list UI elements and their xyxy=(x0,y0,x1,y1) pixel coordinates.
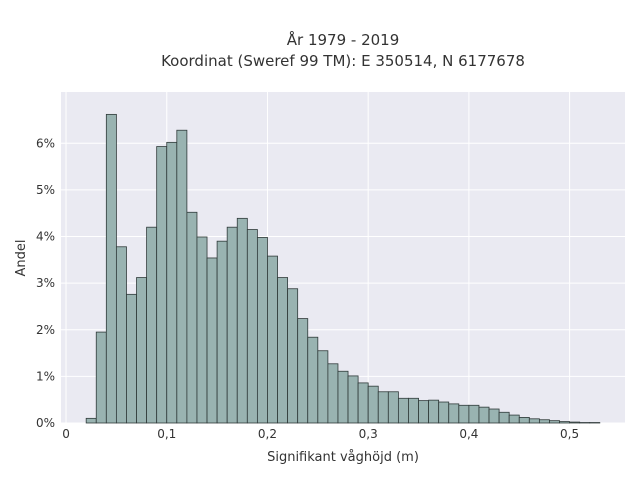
histogram-bar xyxy=(206,257,218,424)
x-tick-label: 0,5 xyxy=(560,427,579,441)
chart-title-line-2: Koordinat (Sweref 99 TM): E 350514, N 61… xyxy=(161,52,525,70)
x-axis-label: Signifikant våghöjd (m) xyxy=(267,450,419,465)
histogram-bar xyxy=(397,397,409,424)
y-tick-label: 1% xyxy=(36,369,55,383)
y-tick-label: 5% xyxy=(36,183,55,197)
x-tick-label: 0,1 xyxy=(157,427,176,441)
histogram-bar xyxy=(166,141,178,424)
histogram-bar xyxy=(448,403,460,424)
x-tick-label: 0,3 xyxy=(359,427,378,441)
histogram-bar xyxy=(186,211,198,424)
histogram-bar xyxy=(518,417,530,424)
histogram-bar xyxy=(347,375,359,424)
x-tick-label: 0,2 xyxy=(258,427,277,441)
histogram-bar xyxy=(176,129,188,424)
histogram-bar xyxy=(115,246,127,424)
histogram-bar xyxy=(246,229,258,424)
histogram-bar xyxy=(569,421,581,424)
histogram-bar xyxy=(408,397,419,424)
histogram-bar xyxy=(468,404,480,424)
histogram-bar xyxy=(458,404,470,424)
histogram-bar xyxy=(317,350,329,424)
histogram-bar xyxy=(498,411,510,424)
chart-title-line-1: År 1979 - 2019 xyxy=(287,30,400,49)
histogram-bars xyxy=(85,113,601,424)
y-tick-label: 3% xyxy=(36,276,55,290)
histogram-bar xyxy=(156,146,168,424)
x-axis-ticks: 0 0,1 0,2 0,3 0,4 0,5 xyxy=(62,427,579,441)
histogram-bar xyxy=(196,236,208,424)
x-tick-label: 0,4 xyxy=(459,427,478,441)
y-tick-label: 6% xyxy=(36,136,55,150)
y-tick-label: 0% xyxy=(36,416,55,430)
histogram-bar xyxy=(438,401,450,424)
histogram-bar xyxy=(307,336,319,424)
histogram-bar xyxy=(418,400,430,424)
histogram-bar xyxy=(488,408,500,424)
histogram-bar xyxy=(95,331,107,424)
x-tick-label: 0 xyxy=(62,427,70,441)
histogram-bar xyxy=(428,399,440,424)
y-axis-label: Andel xyxy=(14,240,29,277)
histogram-bar xyxy=(267,255,278,424)
histogram-bar xyxy=(367,385,379,424)
histogram-bar xyxy=(146,226,158,424)
histogram-bar xyxy=(136,277,148,424)
histogram-bar xyxy=(287,288,299,424)
histogram-bar xyxy=(538,419,550,424)
histogram-bar xyxy=(377,391,389,424)
histogram-bar xyxy=(85,417,97,424)
histogram-bar xyxy=(297,318,309,424)
histogram-bar xyxy=(216,240,228,424)
histogram-bar xyxy=(508,414,520,424)
histogram-bar xyxy=(327,363,339,424)
histogram-bar xyxy=(549,420,560,424)
y-tick-label: 2% xyxy=(36,323,55,337)
histogram-bar xyxy=(528,418,540,424)
y-tick-label: 4% xyxy=(36,230,55,244)
histogram-bar xyxy=(559,421,571,424)
histogram-bar xyxy=(256,237,268,424)
histogram-bar xyxy=(387,391,399,424)
histogram-bar xyxy=(105,113,117,424)
histogram-bar xyxy=(478,406,490,424)
histogram-bar xyxy=(236,217,248,424)
histogram-bar xyxy=(337,370,349,424)
y-axis-ticks: 0% 1% 2% 3% 4% 5% 6% xyxy=(36,136,55,430)
histogram-bar xyxy=(357,382,369,424)
histogram-bar xyxy=(226,226,238,424)
histogram-bar xyxy=(277,277,289,424)
histogram-bar xyxy=(126,293,137,424)
